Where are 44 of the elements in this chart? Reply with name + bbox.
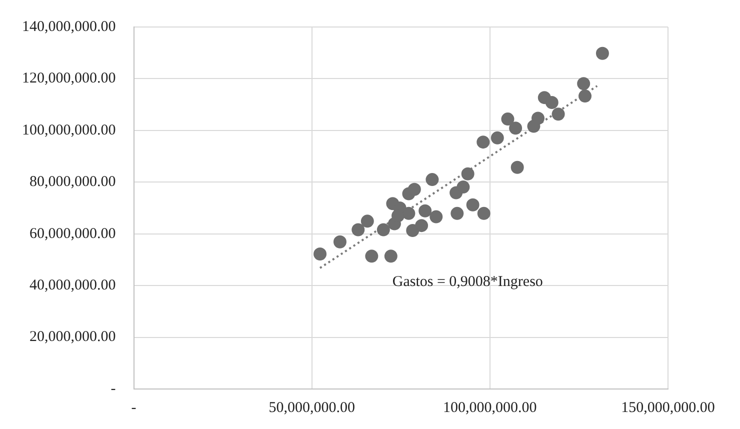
point <box>384 250 398 263</box>
point <box>426 173 439 186</box>
y-tick-label: 120,000,000.00 <box>22 70 116 87</box>
y-tick-label: 20,000,000.00 <box>30 329 116 346</box>
point <box>456 180 470 194</box>
point <box>408 182 421 196</box>
point <box>510 160 524 174</box>
y-tick-label: 100,000,000.00 <box>22 122 116 138</box>
point <box>352 223 365 236</box>
point <box>466 198 480 212</box>
point <box>552 108 565 121</box>
point <box>450 206 464 220</box>
point <box>596 46 609 60</box>
point <box>509 122 522 135</box>
point <box>402 206 416 220</box>
point <box>314 248 327 261</box>
point <box>376 223 390 236</box>
point <box>406 224 420 237</box>
point <box>477 206 490 220</box>
y-tick-label: 40,000,000.00 <box>30 278 116 294</box>
point <box>578 90 592 103</box>
annotation: Gastos = 0,9008*Ingreso <box>392 274 543 290</box>
point <box>415 219 428 232</box>
point <box>365 250 378 263</box>
point <box>490 131 504 144</box>
y-tick-label: 140,000,000.00 <box>22 18 116 35</box>
point <box>545 96 558 110</box>
x-tick-label: 50,000,000.00 <box>268 400 355 416</box>
point <box>430 210 443 224</box>
point <box>360 214 374 228</box>
point <box>501 112 514 126</box>
y-tick-label: 80,000,000.00 <box>30 174 116 190</box>
x-tick-label: 150,000,000.00 <box>621 400 715 416</box>
y-tick-label: - <box>110 380 116 397</box>
point <box>532 112 544 125</box>
point <box>418 204 432 218</box>
point <box>461 167 474 180</box>
point <box>577 77 590 90</box>
point <box>333 235 346 248</box>
y-tick-label: 60,000,000.00 <box>30 226 116 242</box>
point <box>392 209 405 222</box>
x-tick-label: 100,000,000.00 <box>443 400 537 416</box>
x-tick-label: - <box>131 400 136 416</box>
point <box>476 136 490 149</box>
